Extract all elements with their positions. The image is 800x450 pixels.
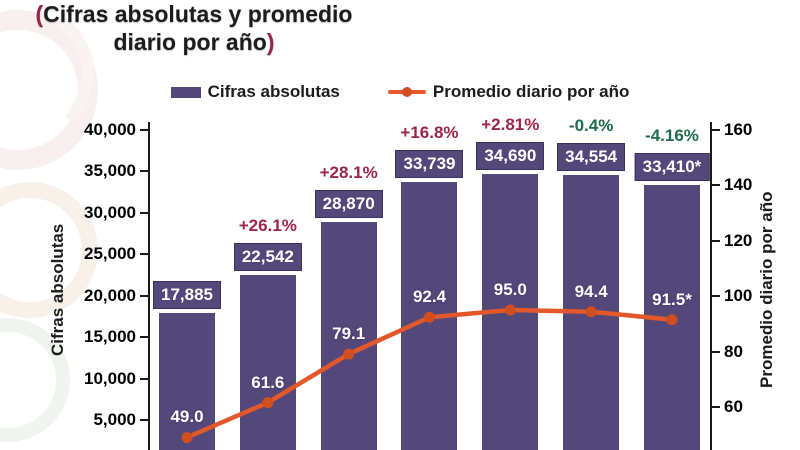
right-axis-tick-label: 80 [724,341,743,361]
line-point-label: 61.6 [251,372,285,392]
left-y-axis-line [148,122,150,450]
bar-value-label: 34,554 [557,143,626,172]
pct-change-label: +28.1% [319,163,378,183]
left-axis-tick [140,211,148,214]
bar-value-label: 33,410* [634,152,710,181]
bar-swatch-icon [170,86,201,98]
chart-title: (Cifras absolutas y promedio diario por a… [10,0,378,56]
right-axis-tick [712,350,720,353]
legend-label-cifras-absolutas: Cifras absolutas [207,82,340,101]
left-axis-title: Cifras absolutas [48,223,67,357]
bar [159,313,215,450]
title-open-paren: ( [35,1,44,27]
bar-value-label: 33,739 [395,149,464,178]
right-axis-tick [712,184,720,187]
left-axis-tick [140,377,148,380]
right-axis-tick [712,129,720,131]
bar [401,181,458,450]
pct-change-label: +2.81% [481,114,540,134]
legend-item-promedio-diario: Promedio diario por año [387,82,630,102]
title-line2: diario por año [113,29,267,55]
line-point-label: 94.4 [574,281,608,301]
right-y-axis-line [710,122,712,450]
left-axis-tick [140,336,148,339]
right-axis-tick-label: 60 [724,397,743,416]
right-axis-tick-label: 120 [724,230,753,250]
pct-change-label: +26.1% [238,215,297,235]
line-marker-icon [387,87,426,97]
line-point-label: 49.0 [170,407,204,427]
line-point-label: 92.4 [412,287,447,307]
legend: Cifras absolutas Promedio diario por año [0,82,800,102]
pct-change-label: -0.4% [568,116,614,136]
pct-change-label: +16.8% [400,122,459,142]
left-axis-tick-label: 20,000 [84,285,136,305]
right-axis-tick-label: 160 [724,120,753,139]
bar [563,175,620,450]
bar [239,274,296,450]
right-axis-title: Promedio diario por año [757,191,776,389]
left-axis-tick [140,418,148,421]
bar-value-label: 22,542 [233,242,302,271]
left-axis-tick [140,253,148,256]
bar-value-label: 28,870 [314,190,383,219]
legend-item-cifras-absolutas: Cifras absolutas [170,82,340,102]
left-axis-tick-label: 35,000 [84,161,136,181]
title-line1: Cifras absolutas y promedio [43,1,353,27]
left-axis-tick [140,128,148,131]
title-close-paren: ) [266,29,275,55]
left-axis-tick-label: 40,000 [84,119,136,139]
line-point-label: 95.0 [493,280,527,300]
right-axis-tick-label: 140 [724,175,753,195]
line-point-label: 91.5* [652,289,692,309]
bar-value-label: 17,885 [153,281,221,310]
right-axis-tick [712,239,720,242]
pct-change-label: -4.16% [645,125,699,145]
bar [643,184,700,450]
left-axis-tick [140,170,148,173]
left-axis-tick-label: 25,000 [84,244,136,264]
left-axis-tick-label: 10,000 [84,368,136,388]
bar-value-label: 34,690 [476,141,545,170]
right-axis-tick-label: 100 [724,286,753,306]
line-point-label: 79.1 [332,324,366,344]
legend-label-promedio-diario: Promedio diario por año [432,82,630,101]
right-axis-tick [712,406,720,408]
left-axis-tick-label: 5,000 [93,409,136,429]
right-axis-tick [712,295,720,298]
bar [482,173,539,450]
left-axis-tick-label: 30,000 [84,202,136,222]
left-axis-tick [140,294,148,297]
left-axis-tick-label: 15,000 [84,327,136,347]
